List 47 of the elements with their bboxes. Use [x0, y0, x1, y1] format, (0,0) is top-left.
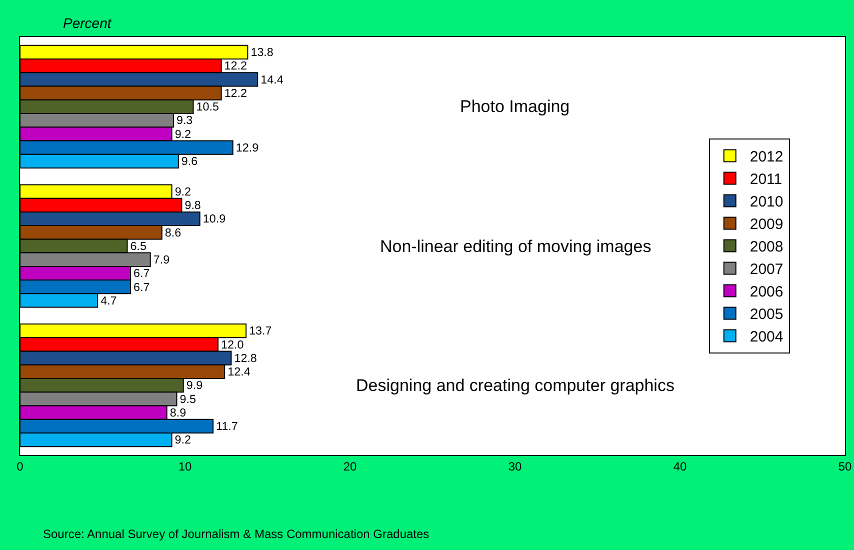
- data-label: 12.0: [221, 338, 244, 352]
- y-tick-label: Non-linear editing of moving images: [380, 237, 652, 256]
- y-tick-label: Photo Imaging: [460, 97, 570, 116]
- x-tick-label: 20: [343, 459, 357, 474]
- data-label: 9.3: [176, 114, 193, 128]
- data-label: 13.7: [249, 324, 272, 338]
- legend-label: 2012: [750, 148, 784, 166]
- data-label: 12.2: [224, 86, 248, 100]
- legend-label: 2005: [750, 306, 784, 324]
- data-label: 9.5: [180, 392, 196, 406]
- legend-label: 2004: [750, 328, 784, 346]
- data-label: 8.9: [170, 406, 186, 420]
- data-label: 6.7: [134, 267, 150, 280]
- data-label: 11.7: [216, 420, 238, 434]
- data-label: 9.8: [184, 199, 201, 212]
- x-tick-label: 0: [16, 459, 24, 474]
- legend-label: 2010: [750, 194, 784, 211]
- data-label: 10.5: [196, 100, 219, 114]
- data-label: 6.5: [130, 240, 146, 253]
- data-label: 9.6: [181, 155, 198, 168]
- data-label: 12.9: [236, 141, 259, 154]
- data-label: 6.7: [134, 280, 150, 294]
- data-label: 8.6: [164, 226, 182, 240]
- legend-label: 2008: [750, 238, 784, 256]
- x-tick-label: 40: [673, 459, 687, 474]
- data-label: 9.9: [186, 379, 203, 392]
- x-tick-label: 50: [838, 459, 852, 474]
- legend-label: 2006: [750, 284, 784, 301]
- legend-label: 2009: [750, 216, 784, 234]
- x-tick-label: 30: [508, 459, 522, 474]
- source-note: Source: Annual Survey of Journalism & Mass Communication Graduates: [43, 527, 430, 541]
- x-tick-label: 10: [178, 459, 192, 474]
- data-label: 9.2: [174, 128, 192, 141]
- data-label: 10.9: [202, 212, 226, 226]
- y-tick-label: Designing and creating computer graphics: [356, 376, 674, 395]
- data-label: 9.2: [174, 185, 192, 198]
- data-label: 12.4: [228, 366, 251, 379]
- data-label: 13.8: [250, 46, 274, 60]
- data-label: 7.9: [153, 254, 170, 267]
- x-axis-title: Percent: [63, 15, 112, 31]
- data-label: 12.8: [234, 352, 257, 365]
- legend-label: 2007: [750, 261, 784, 278]
- legend-label: 2011: [750, 171, 782, 188]
- data-label: 4.7: [100, 294, 117, 308]
- data-label: 14.4: [260, 73, 284, 86]
- data-label: 9.2: [174, 434, 192, 447]
- data-label: 12.2: [224, 60, 248, 73]
